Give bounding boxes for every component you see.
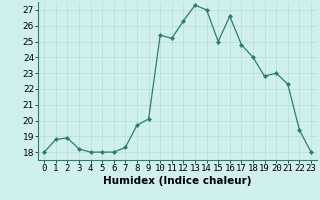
X-axis label: Humidex (Indice chaleur): Humidex (Indice chaleur)	[103, 176, 252, 186]
